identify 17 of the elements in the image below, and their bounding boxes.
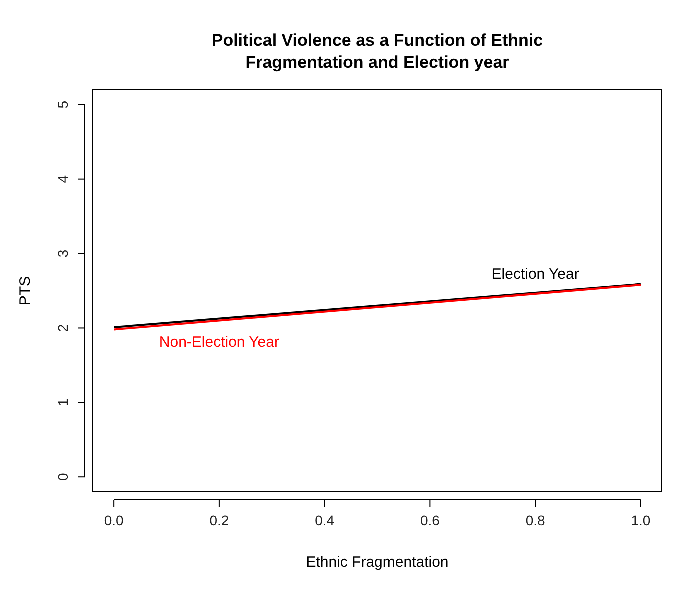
x-tick-label: 0.0 [104, 512, 124, 528]
x-tick-label: 0.6 [420, 512, 440, 528]
x-axis-title: Ethnic Fragmentation [306, 554, 449, 571]
y-tick-label: 3 [55, 250, 71, 258]
series-label: Non-Election Year [159, 334, 280, 351]
y-tick-label: 4 [55, 175, 71, 184]
x-tick-label: 1.0 [631, 512, 651, 528]
y-axis-title: PTS [17, 276, 34, 306]
series-label: Election Year [492, 266, 580, 283]
x-tick-label: 0.8 [526, 512, 546, 528]
y-tick-label: 0 [55, 473, 71, 482]
x-tick-label: 0.2 [210, 512, 230, 528]
x-tick-label: 0.4 [315, 512, 335, 528]
y-tick-label: 5 [55, 100, 71, 109]
y-tick-label: 2 [55, 324, 71, 332]
y-tick-label: 1 [55, 398, 71, 407]
chart-title: Political Violence as a Function of Ethnic Fragmentation and Election year [212, 31, 544, 72]
